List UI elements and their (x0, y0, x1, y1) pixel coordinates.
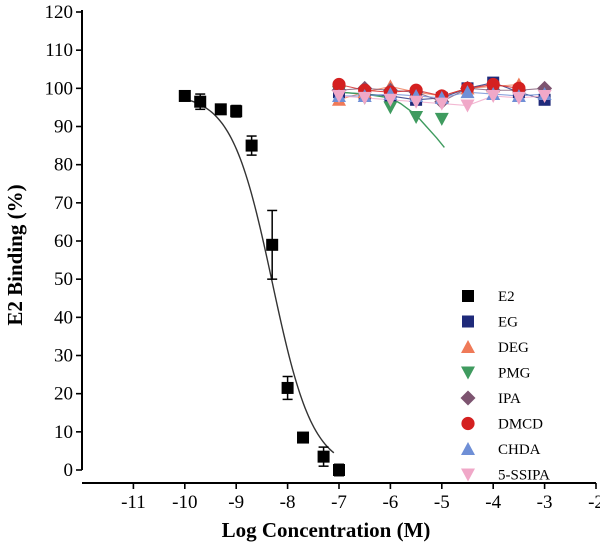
legend-marker-chda (461, 442, 475, 455)
y-tick-label: 100 (45, 78, 74, 99)
fit-curve-e2 (189, 99, 335, 454)
legend-marker-ipa (460, 390, 476, 406)
legend-label-eg: EG (498, 315, 518, 331)
y-tick-label: 0 (64, 460, 74, 481)
data-point-e2 (281, 381, 294, 394)
x-tick-label: -6 (382, 492, 398, 513)
legend-label-e2: E2 (498, 289, 515, 305)
x-tick-label: -3 (537, 492, 553, 513)
y-tick-label: 60 (54, 231, 73, 252)
x-axis-title: Log Concentration (M) (222, 518, 431, 542)
x-tick-label: -9 (228, 492, 244, 513)
legend-marker-pmg (461, 366, 475, 380)
series-e2 (178, 89, 345, 477)
x-tick-label: -10 (172, 492, 197, 513)
legend-marker-dmcd (461, 416, 475, 431)
y-tick-label: 40 (54, 307, 73, 328)
data-point-5-ssipa (357, 91, 372, 105)
data-point-e2 (333, 464, 345, 476)
data-point-5-ssipa (460, 99, 475, 113)
legend-marker-deg (461, 340, 475, 353)
data-point-chda (460, 85, 475, 99)
data-point-5-ssipa (434, 97, 449, 111)
data-point-e2 (214, 103, 227, 116)
data-point-e2 (317, 450, 330, 463)
x-axis-ticks: -11 -10 -9 -8 -7 -6 -5 -4 -3 -2 (121, 483, 600, 513)
legend-marker-e2 (462, 290, 474, 302)
x-tick-label: -5 (434, 492, 450, 513)
y-tick-label: 30 (54, 346, 73, 367)
data-point-5-ssipa (537, 89, 552, 103)
legend-marker-eg (462, 315, 474, 328)
y-tick-label: 110 (45, 40, 73, 61)
data-point-pmg (383, 101, 398, 115)
y-axis-title: E2 Binding (%) (3, 184, 27, 325)
y-tick-label: 50 (54, 269, 73, 290)
legend-label-dmcd: DMCD (498, 417, 543, 433)
data-point-e2 (266, 238, 279, 251)
legend-label-ipa: IPA (498, 391, 521, 407)
y-axis-ticks: 0 10 20 30 40 50 60 70 80 90 100 110 120 (45, 2, 82, 481)
data-point-dmcd (486, 77, 500, 92)
legend: E2 EG DEG PMG IPA DMCD CHDA 5-SSIPA (460, 289, 550, 484)
data-point-5-ssipa (332, 89, 346, 103)
data-point-dmcd (332, 77, 346, 92)
legend-label-pmg: PMG (498, 366, 531, 382)
x-tick-label: -7 (331, 492, 347, 513)
legend-label-deg: DEG (498, 340, 529, 356)
y-tick-label: 80 (54, 155, 73, 176)
x-tick-label: -2 (588, 492, 600, 513)
series-5-ssipa (332, 89, 552, 113)
y-tick-label: 10 (54, 422, 73, 443)
data-point-pmg (409, 110, 424, 124)
x-tick-label: -11 (121, 492, 146, 513)
data-point-pmg (434, 112, 449, 126)
data-point-dmcd (512, 81, 526, 95)
data-point-e2 (178, 89, 191, 102)
legend-label-5-ssipa: 5-SSIPA (498, 468, 550, 484)
data-points (178, 76, 553, 477)
data-point-e2 (245, 139, 258, 152)
y-tick-label: 70 (54, 193, 73, 214)
legend-label-chda: CHDA (498, 442, 541, 458)
data-point-5-ssipa (383, 93, 398, 107)
data-point-5-ssipa (486, 89, 501, 103)
y-tick-label: 90 (54, 117, 73, 138)
data-point-5-ssipa (409, 95, 424, 109)
y-tick-label: 120 (45, 2, 74, 23)
fit-curves (189, 82, 545, 454)
y-tick-label: 20 (54, 384, 73, 405)
data-point-e2 (230, 105, 243, 118)
x-tick-label: -4 (485, 492, 501, 513)
legend-marker-5-ssipa (461, 468, 475, 482)
data-point-e2 (194, 95, 207, 108)
x-tick-label: -8 (280, 492, 296, 513)
data-point-e2 (297, 431, 310, 444)
data-point-5-ssipa (511, 91, 526, 105)
